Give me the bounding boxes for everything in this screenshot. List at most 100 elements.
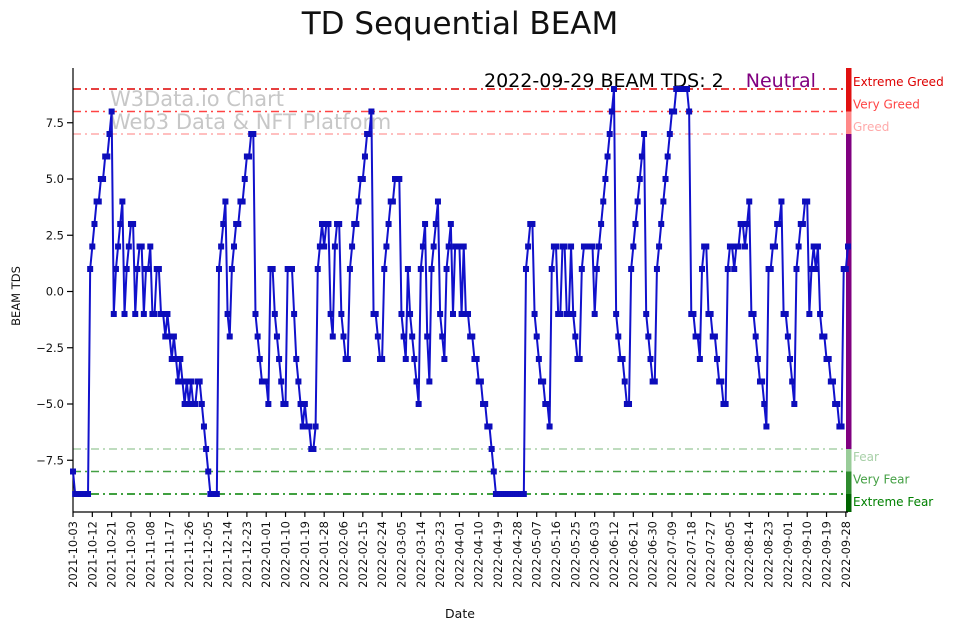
data-marker (615, 333, 622, 340)
data-marker (699, 266, 706, 272)
data-marker (263, 378, 270, 385)
data-marker (235, 221, 242, 227)
data-marker (744, 221, 751, 227)
data-marker (449, 311, 456, 317)
data-marker (319, 221, 326, 227)
data-marker (600, 198, 607, 205)
data-marker (469, 333, 476, 340)
data-marker (531, 311, 538, 317)
data-marker (520, 491, 527, 497)
data-marker (366, 131, 373, 137)
data-marker (200, 423, 207, 430)
data-marker (772, 243, 779, 250)
data-marker (168, 356, 175, 362)
data-marker (598, 221, 605, 227)
x-tick-label: 2022-07-27 (704, 521, 718, 588)
data-marker (276, 356, 283, 362)
data-marker (683, 86, 690, 92)
x-tick-label: 2021-10-21 (105, 521, 119, 588)
x-tick-label: 2021-12-05 (201, 521, 215, 588)
data-marker (810, 243, 817, 250)
watermark-line1: W3Data.io Chart (110, 87, 285, 111)
data-marker (162, 333, 169, 340)
data-marker (568, 243, 575, 250)
data-marker (641, 131, 648, 137)
data-marker (164, 311, 171, 317)
data-marker (671, 108, 678, 115)
data-marker (632, 221, 639, 227)
zone-bar-segment-3 (846, 449, 852, 472)
data-marker (417, 266, 424, 272)
data-marker (273, 333, 280, 340)
y-tick-label: 2.5 (46, 228, 64, 242)
data-marker (821, 333, 828, 340)
x-tick-label: 2022-06-12 (607, 521, 621, 588)
data-marker (656, 243, 663, 250)
data-marker (645, 333, 652, 340)
x-tick-label: 2022-03-14 (414, 521, 428, 588)
data-marker (576, 356, 583, 362)
data-marker (714, 356, 721, 362)
annotation-sentiment: Neutral (745, 70, 816, 92)
data-marker (460, 243, 467, 250)
data-marker (338, 311, 345, 317)
data-marker (789, 378, 796, 385)
x-tick-label: 2022-04-01 (452, 521, 466, 588)
data-marker (87, 266, 94, 272)
data-marker (638, 153, 645, 160)
x-tick-label: 2021-10-30 (124, 521, 138, 588)
data-marker (329, 333, 336, 340)
data-marker (456, 243, 463, 250)
zone-bar-segment-4 (846, 471, 852, 494)
y-tick-label: 7.5 (46, 116, 64, 130)
x-tick-label: 2022-06-21 (626, 521, 640, 588)
data-marker (123, 266, 130, 272)
data-marker (718, 378, 725, 385)
data-marker (173, 356, 180, 362)
data-marker (231, 243, 238, 250)
data-marker (739, 221, 746, 227)
data-marker (606, 131, 613, 137)
data-marker (522, 266, 529, 272)
data-marker (299, 423, 306, 430)
data-marker (602, 176, 609, 182)
data-marker (85, 491, 92, 497)
data-marker (465, 311, 472, 317)
data-marker (220, 221, 227, 227)
data-marker (368, 108, 375, 115)
data-marker (196, 378, 203, 385)
data-marker (432, 221, 439, 227)
data-marker (604, 153, 611, 160)
data-marker (696, 356, 703, 362)
data-marker (112, 266, 119, 272)
data-marker (477, 378, 484, 385)
data-marker (297, 401, 304, 407)
data-marker (185, 401, 192, 407)
data-marker (443, 266, 450, 272)
data-marker (293, 356, 300, 362)
data-marker (825, 356, 832, 362)
data-marker (288, 266, 295, 272)
data-marker (119, 198, 126, 205)
x-axis-label: Date (445, 606, 475, 621)
data-marker (295, 378, 302, 385)
data-marker (218, 243, 225, 250)
data-marker (145, 266, 152, 272)
data-marker (140, 311, 147, 317)
data-marker (741, 243, 748, 250)
data-marker (346, 266, 353, 272)
data-marker (224, 311, 231, 317)
data-marker (134, 266, 141, 272)
data-marker (239, 198, 246, 205)
x-tick-label: 2022-09-19 (820, 521, 834, 588)
x-tick-label: 2021-12-23 (240, 521, 254, 588)
data-marker (132, 311, 139, 317)
data-marker (372, 311, 379, 317)
data-marker (404, 266, 411, 272)
data-marker (282, 401, 289, 407)
data-marker (557, 311, 564, 317)
x-tick-label: 2022-04-19 (491, 521, 505, 588)
data-marker (634, 198, 641, 205)
data-marker (814, 243, 821, 250)
x-tick-label: 2022-05-16 (549, 521, 563, 588)
